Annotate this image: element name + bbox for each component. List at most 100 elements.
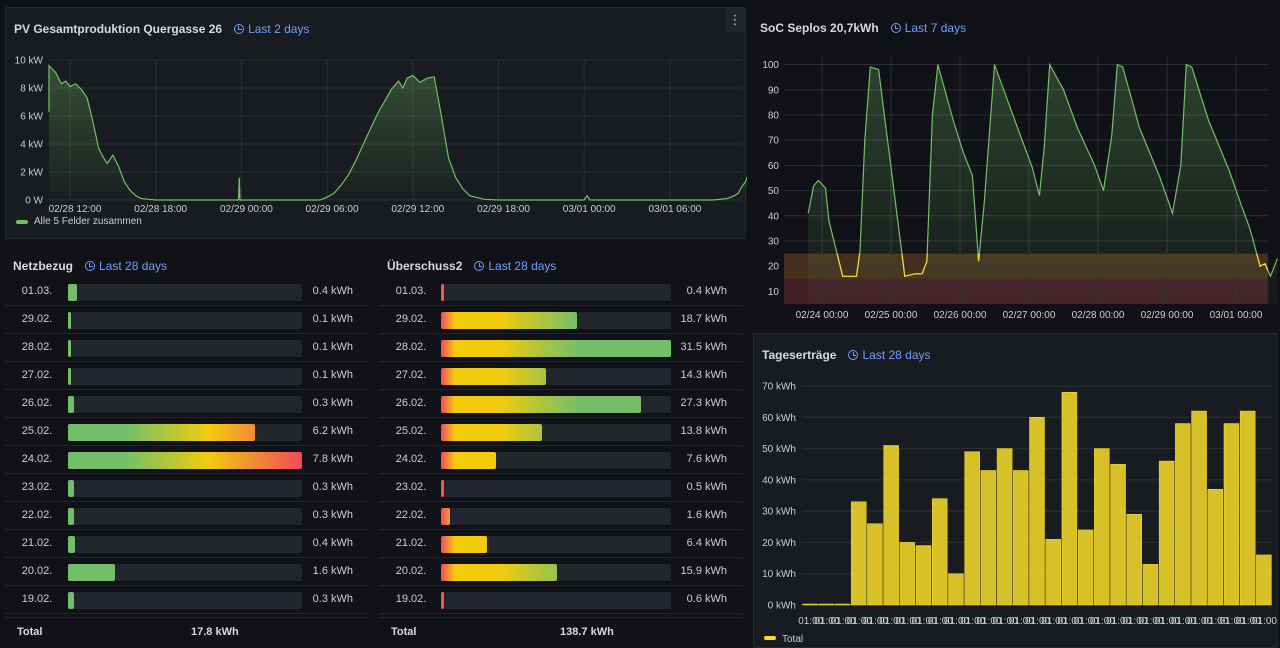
bar: [1239, 410, 1256, 606]
x-tick-label: 02/29 12:00: [391, 204, 444, 215]
bar: [964, 451, 980, 606]
bar-track: [68, 592, 302, 609]
x-tick-label: 01:00: [831, 616, 856, 627]
table-row[interactable]: 21.02. 0.4 kWh: [5, 530, 368, 558]
ueberschuss-time-range[interactable]: Last 28 days: [474, 259, 556, 273]
y-tick-label: 10: [768, 287, 780, 298]
pv-time-range[interactable]: Last 2 days: [234, 22, 309, 36]
table-row[interactable]: 27.02. 0.1 kWh: [5, 362, 368, 390]
netzbezug-panel-title[interactable]: Netzbezug: [13, 259, 73, 273]
y-tick-label: 40 kWh: [762, 475, 796, 486]
bar-fill: [441, 396, 642, 413]
x-tick-label: 02/26 00:00: [934, 310, 987, 321]
table-row[interactable]: 19.02. 0.3 kWh: [5, 586, 368, 614]
ueberschuss-panel-title[interactable]: Überschuss2: [387, 259, 463, 273]
row-date: 29.02.: [395, 313, 427, 325]
table-row[interactable]: 28.02. 0.1 kWh: [5, 334, 368, 362]
tages-time-range[interactable]: Last 28 days: [848, 348, 931, 362]
table-row[interactable]: 26.02. 0.3 kWh: [5, 390, 368, 418]
soc-chart[interactable]: 100 90 80 70 60 50 40 30 20 10 02/24 00:00 02/25 00…: [752, 7, 1278, 327]
x-tick-label: 03/01 06:00: [648, 204, 701, 215]
bar-track: [68, 480, 302, 497]
legend-swatch: [764, 636, 776, 640]
row-date: 23.02.: [395, 481, 427, 493]
bar-track: [441, 564, 671, 581]
bar: [867, 523, 883, 606]
x-tick-label: 01:00: [814, 616, 839, 627]
tages-panel-title[interactable]: Tageserträge: [762, 348, 837, 362]
table-row[interactable]: 24.02. 7.6 kWh: [379, 446, 742, 474]
tages-chart[interactable]: 70 kWh 60 kWh 50 kWh 40 kWh 30 kWh 20 kWh 10 k…: [754, 334, 1279, 648]
bar-fill: [441, 340, 671, 357]
clock-icon: [890, 23, 901, 33]
bar-track: [441, 424, 671, 441]
table-row[interactable]: 23.02. 0.5 kWh: [379, 474, 742, 502]
y-tick-label: 6 kW: [20, 112, 43, 123]
row-value: 14.3 kWh: [680, 369, 727, 381]
bar-fill: [68, 424, 256, 441]
soc-panel-title[interactable]: SoC Seplos 20,7kWh: [760, 21, 879, 35]
table-row[interactable]: 25.02. 6.2 kWh: [5, 418, 368, 446]
y-tick-label: 0 W: [25, 196, 43, 207]
bar-track: [68, 424, 302, 441]
x-tick-label: 01:00: [1155, 616, 1180, 627]
table-row[interactable]: 22.02. 1.6 kWh: [379, 502, 742, 530]
row-date: 25.02.: [21, 425, 53, 437]
bar-track: [441, 368, 671, 385]
pv-chart[interactable]: 10 kW 8 kW 6 kW 4 kW 2 kW 0 W 02/28 12:00 02/28…: [6, 8, 747, 240]
x-tick-label: 02/29 00:00: [220, 204, 273, 215]
pv-legend[interactable]: Alle 5 Felder zusammen: [16, 216, 142, 227]
bar: [1061, 392, 1078, 606]
table-row[interactable]: 24.02. 7.8 kWh: [5, 446, 368, 474]
row-value: 0.5 kWh: [686, 481, 727, 493]
y-tick-label: 60: [768, 161, 780, 172]
bar: [1175, 423, 1191, 606]
row-value: 1.6 kWh: [686, 509, 727, 521]
x-tick-label: 02/29 06:00: [306, 204, 359, 215]
bar: [1207, 488, 1224, 606]
bar-fill: [68, 536, 76, 553]
bar-fill: [441, 536, 487, 553]
table-row[interactable]: 28.02. 31.5 kWh: [379, 334, 742, 362]
netzbezug-time-range[interactable]: Last 28 days: [85, 259, 167, 273]
x-tick-label: 03/01 00:00: [1210, 310, 1263, 321]
panel-menu-button[interactable]: ⋮: [725, 8, 745, 32]
table-row[interactable]: 26.02. 27.3 kWh: [379, 390, 742, 418]
table-row[interactable]: 29.02. 0.1 kWh: [5, 306, 368, 334]
bar: [948, 573, 964, 606]
x-tick-label: 01:00: [1009, 616, 1034, 627]
table-row[interactable]: 20.02. 15.9 kWh: [379, 558, 742, 586]
x-tick-label: 01:00: [798, 616, 823, 627]
table-row[interactable]: 27.02. 14.3 kWh: [379, 362, 742, 390]
y-tick-label: 50: [768, 186, 780, 197]
table-row[interactable]: 22.02. 0.3 kWh: [5, 502, 368, 530]
table-row[interactable]: 20.02. 1.6 kWh: [5, 558, 368, 586]
row-date: 23.02.: [21, 481, 53, 493]
bar-track: [441, 508, 671, 525]
x-tick-label: 02/24 00:00: [796, 310, 849, 321]
row-value: 0.3 kWh: [312, 481, 353, 493]
bar-fill: [68, 452, 302, 469]
table-row[interactable]: 29.02. 18.7 kWh: [379, 306, 742, 334]
y-tick-label: 90: [768, 85, 780, 96]
pv-panel-title[interactable]: PV Gesamtproduktion Quergasse 26: [14, 22, 223, 36]
soc-time-range[interactable]: Last 7 days: [890, 21, 966, 35]
table-row[interactable]: 19.02. 0.6 kWh: [379, 586, 742, 614]
bar-track: [68, 368, 302, 385]
x-tick-label: 01:00: [944, 616, 969, 627]
table-row[interactable]: 25.02. 13.8 kWh: [379, 418, 742, 446]
y-tick-label: 0 kWh: [768, 601, 796, 612]
row-date: 19.02.: [395, 593, 427, 605]
table-row[interactable]: 01.03. 0.4 kWh: [5, 278, 368, 306]
bar: [899, 542, 916, 606]
bar-track: [68, 508, 302, 525]
x-tick-label: 01:00: [1203, 616, 1228, 627]
x-tick-label: 01:00: [1057, 616, 1082, 627]
row-value: 0.4 kWh: [312, 285, 353, 297]
row-date: 29.02.: [21, 313, 53, 325]
row-value: 7.6 kWh: [686, 453, 727, 465]
table-row[interactable]: 23.02. 0.3 kWh: [5, 474, 368, 502]
table-row[interactable]: 21.02. 6.4 kWh: [379, 530, 742, 558]
table-row[interactable]: 01.03. 0.4 kWh: [379, 278, 742, 306]
netzbezug-panel: Netzbezug Last 28 days 01.03. 0.4 kWh 29.0…: [5, 245, 368, 648]
